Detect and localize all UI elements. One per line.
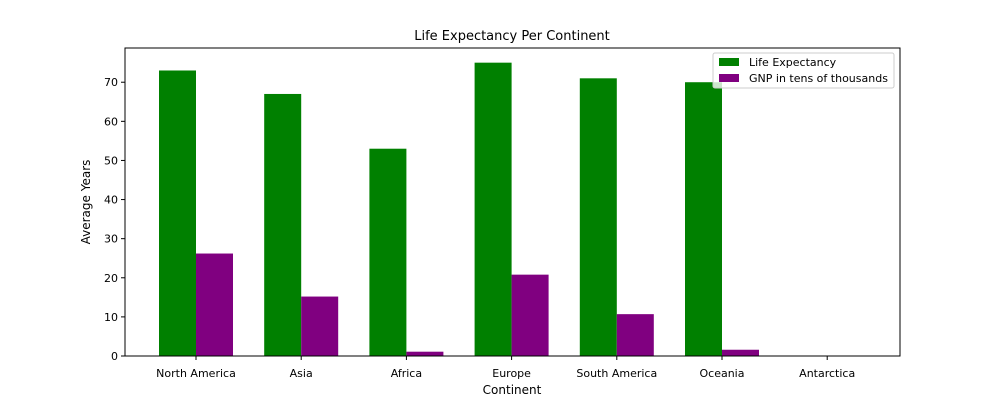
x-tick-label-south-america: South America (576, 367, 657, 380)
y-tick-label: 50 (104, 154, 118, 167)
bar-gnp-in-tens-of-thousands-south-america (616, 314, 654, 356)
legend-label-life-expectancy: Life Expectancy (749, 56, 837, 69)
bar-gnp-in-tens-of-thousands-north-america (196, 253, 233, 356)
y-tick-label: 10 (104, 311, 118, 324)
y-tick-label: 60 (104, 115, 118, 128)
y-tick-label: 20 (104, 272, 118, 285)
y-tick-label: 70 (104, 76, 118, 89)
bar-life-expectancy-south-america (579, 78, 617, 357)
bar-life-expectancy-north-america (159, 70, 196, 356)
y-tick-label: 40 (104, 194, 118, 207)
x-tick-label-antarctica: Antarctica (799, 367, 855, 380)
legend-swatch-gnp (719, 74, 739, 82)
y-tick-label: 30 (104, 233, 118, 246)
y-axis: 0 10 20 30 40 50 60 70 (104, 76, 125, 363)
bar-gnp-in-tens-of-thousands-africa (406, 351, 444, 356)
x-tick-label-africa: Africa (391, 367, 422, 380)
x-tick-label-europe: Europe (492, 367, 531, 380)
x-axis-title: Continent (483, 383, 542, 397)
bar-gnp-in-tens-of-thousands-oceania (722, 349, 759, 356)
legend-swatch-life-expectancy (719, 58, 739, 66)
x-axis: North America Asia Africa Europe South Ameri… (156, 356, 855, 380)
bar-life-expectancy-africa (369, 148, 407, 356)
bar-gnp-in-tens-of-thousands-europe (511, 274, 549, 356)
legend-label-gnp: GNP in tens of thousands (749, 72, 888, 85)
legend: Life Expectancy GNP in tens of thousands (712, 52, 895, 89)
plot-frame (124, 47, 901, 357)
bar-life-expectancy-europe (474, 62, 512, 357)
bar-gnp-in-tens-of-thousands-asia (301, 296, 339, 356)
bar-life-expectancy-oceania (685, 82, 722, 356)
y-axis-title: Average Years (79, 160, 93, 245)
x-tick-label-oceania: Oceania (700, 367, 745, 380)
bars-layer (159, 62, 759, 357)
x-tick-label-north-america: North America (156, 367, 236, 380)
chart-title: Life Expectancy Per Continent (414, 29, 610, 44)
legend-frame (712, 52, 895, 89)
x-tick-label-asia: Asia (290, 367, 313, 380)
y-tick-label: 0 (111, 350, 118, 363)
bar-life-expectancy-asia (264, 93, 302, 356)
